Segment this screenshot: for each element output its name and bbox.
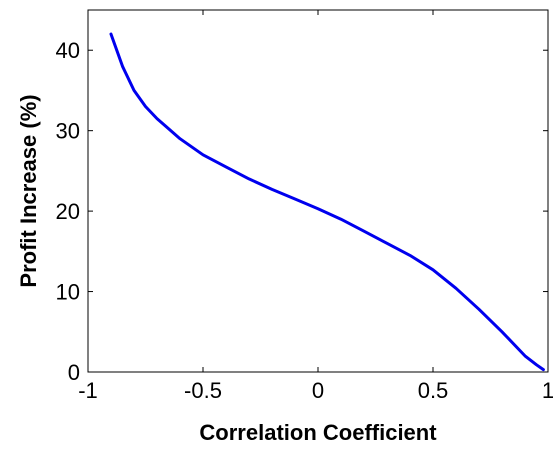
y-tick-label: 0: [68, 360, 80, 385]
series-line: [109, 32, 545, 372]
x-tick-label: 0: [312, 378, 324, 403]
x-tick-label: -1: [78, 378, 98, 403]
y-tick-label: 10: [56, 280, 80, 305]
y-tick-label: 40: [56, 38, 80, 63]
y-tick-label: 20: [56, 199, 80, 224]
x-tick-label: 1: [542, 378, 553, 403]
y-axis-title: Profit Increase (%): [16, 94, 41, 287]
x-tick-label: -0.5: [184, 378, 222, 403]
axes-frame: [87, 9, 549, 373]
x-tick-label: 0.5: [418, 378, 449, 403]
y-tick-label: 30: [56, 119, 80, 144]
x-axis-title: Correlation Coefficient: [199, 420, 437, 445]
